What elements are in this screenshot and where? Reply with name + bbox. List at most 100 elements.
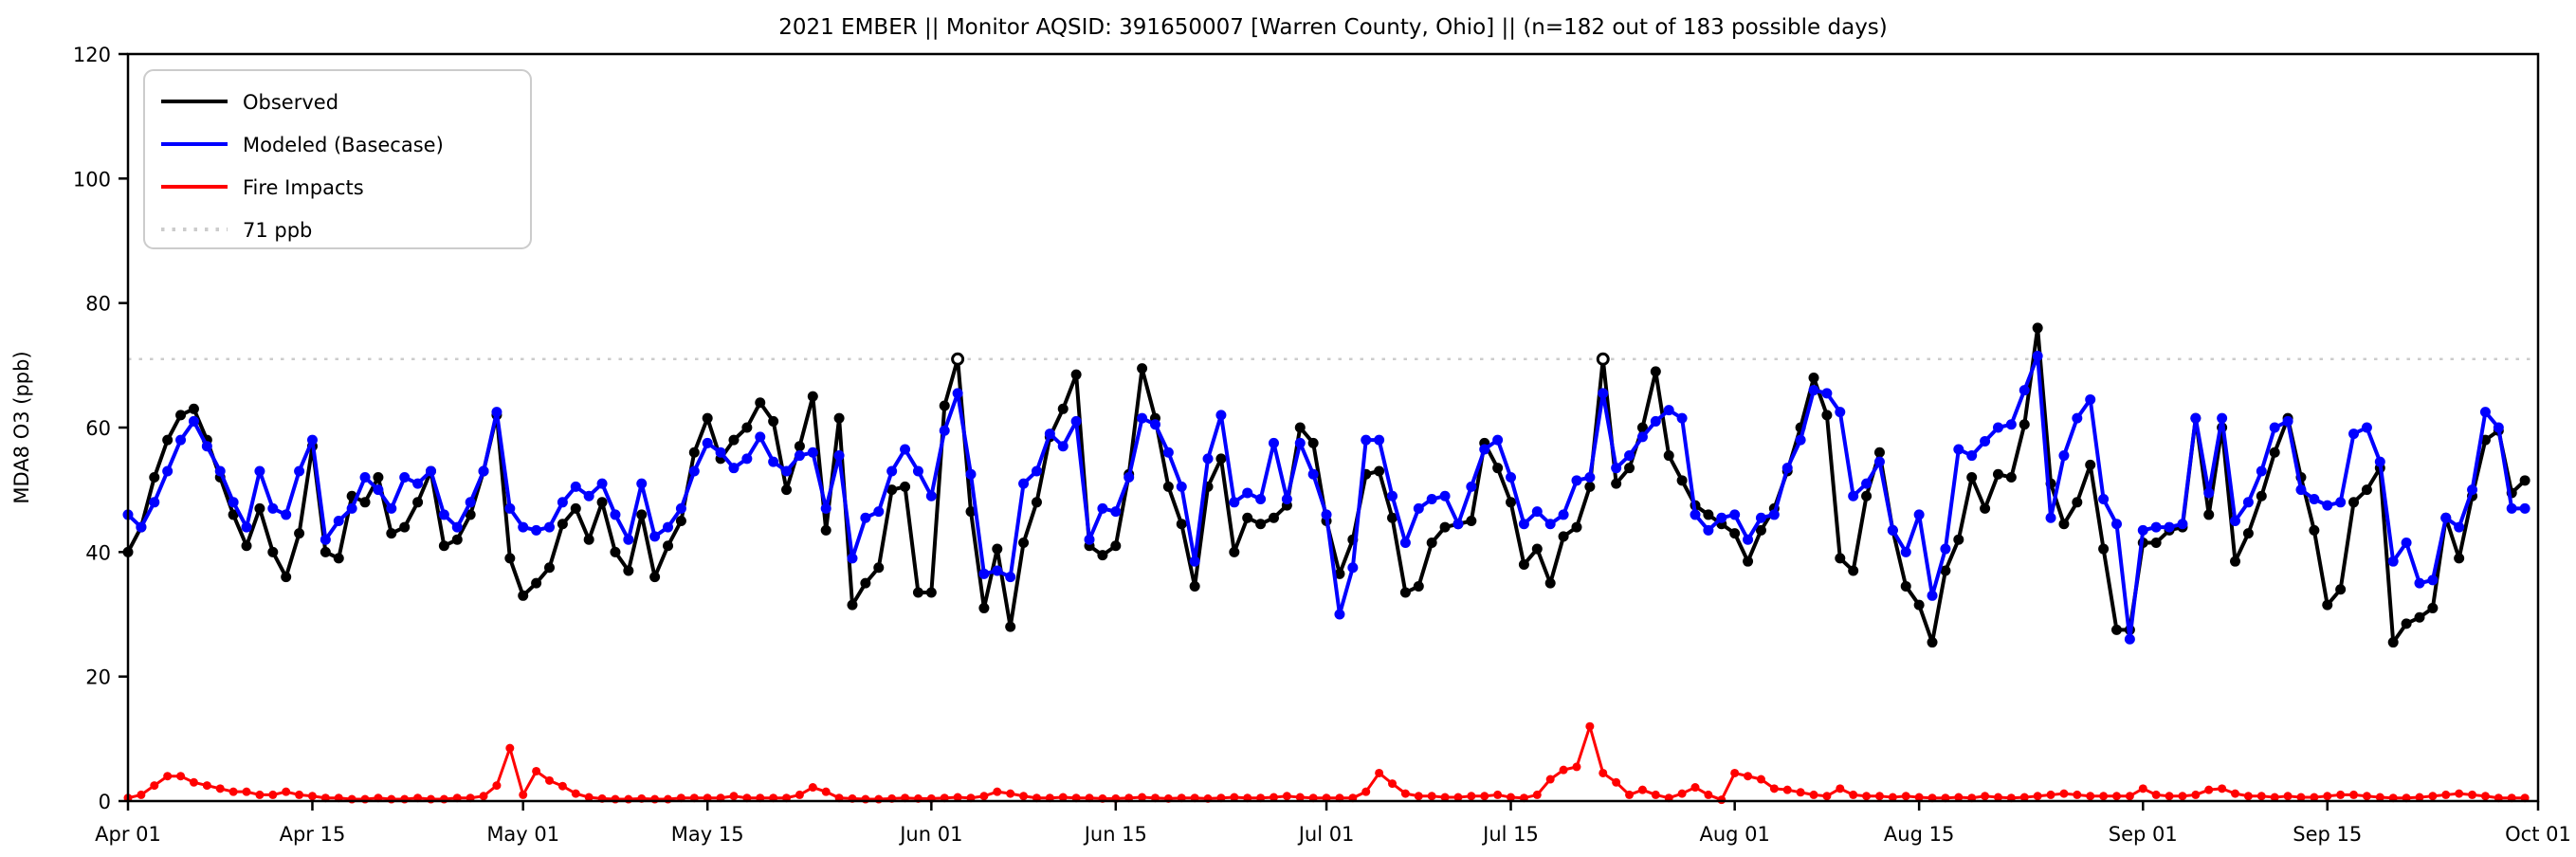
modeled-basecase-marker xyxy=(2519,502,2530,514)
modeled-basecase-marker xyxy=(1676,412,1688,424)
modeled-basecase-marker xyxy=(241,521,252,533)
modeled-basecase-marker xyxy=(1110,506,1122,518)
observed-marker xyxy=(1835,553,1846,564)
modeled-basecase-marker xyxy=(2361,422,2372,433)
observed-marker xyxy=(1636,422,1648,433)
fire-impacts-marker xyxy=(202,781,211,791)
modeled-basecase-marker xyxy=(886,465,898,477)
fire-impacts-marker xyxy=(1993,793,2002,802)
modeled-basecase-marker xyxy=(807,447,818,458)
observed-marker xyxy=(1821,410,1833,421)
modeled-basecase-marker xyxy=(900,444,911,455)
observed-marker xyxy=(438,540,449,552)
observed-marker xyxy=(2335,584,2347,595)
x-tick-label: Apr 15 xyxy=(280,823,346,846)
modeled-basecase-marker xyxy=(1492,434,1504,446)
fire-impacts-marker xyxy=(2165,792,2174,801)
fire-impacts-marker xyxy=(1954,793,1964,802)
modeled-basecase-marker xyxy=(1808,385,1819,396)
fire-impacts-marker xyxy=(1690,783,1700,793)
modeled-basecase-marker xyxy=(1374,434,1385,446)
fire-impacts-marker xyxy=(1572,762,1581,772)
legend-label: Observed xyxy=(243,91,338,114)
fire-impacts-marker xyxy=(1414,792,1423,801)
modeled-basecase-marker xyxy=(583,490,594,501)
fire-impacts-marker xyxy=(1480,792,1489,801)
modeled-basecase-marker xyxy=(1781,463,1793,474)
observed-marker xyxy=(1070,369,1082,380)
observed-marker xyxy=(688,447,700,458)
modeled-basecase-marker xyxy=(2164,521,2175,533)
modeled-basecase-marker xyxy=(1413,502,1424,514)
x-tick-label: Jun 15 xyxy=(1083,823,1147,846)
fire-impacts-marker xyxy=(1361,787,1371,796)
modeled-basecase-marker xyxy=(2295,484,2307,496)
observed-marker xyxy=(241,540,252,552)
observed-marker xyxy=(1057,403,1069,414)
modeled-basecase-marker xyxy=(1466,481,1477,492)
observed-marker xyxy=(188,403,199,414)
fire-impacts-marker xyxy=(2046,790,2055,799)
observed-marker xyxy=(623,565,634,576)
observed-marker xyxy=(2085,459,2096,470)
observed-marker xyxy=(359,497,371,508)
x-tick-label: Sep 01 xyxy=(2109,823,2178,846)
modeled-basecase-marker xyxy=(2387,556,2399,567)
observed-open-marker xyxy=(1596,352,1610,366)
observed-marker xyxy=(702,412,713,424)
fire-impacts-marker xyxy=(584,793,594,802)
observed-marker xyxy=(1399,587,1411,598)
observed-marker xyxy=(2519,475,2530,486)
modeled-basecase-marker xyxy=(1531,506,1543,518)
observed-marker xyxy=(1544,577,1556,589)
modeled-basecase-marker xyxy=(2242,497,2254,508)
observed-marker xyxy=(965,506,977,518)
modeled-basecase-marker xyxy=(2454,521,2465,533)
modeled-basecase-marker xyxy=(2045,512,2056,523)
fire-impacts-marker xyxy=(1559,765,1568,775)
observed-marker xyxy=(2098,543,2110,555)
fire-impacts-marker xyxy=(255,790,265,799)
observed-marker xyxy=(939,400,950,411)
observed-marker xyxy=(978,602,990,613)
observed-marker xyxy=(1558,531,1569,542)
modeled-basecase-marker xyxy=(820,502,831,514)
modeled-basecase-marker xyxy=(2493,422,2504,433)
modeled-basecase-marker xyxy=(1162,447,1174,458)
y-tick-label: 120 xyxy=(73,44,111,66)
fire-impacts-marker xyxy=(1532,790,1542,799)
observed-marker xyxy=(333,553,344,564)
modeled-basecase-marker xyxy=(2348,428,2360,440)
observed-marker xyxy=(1966,472,1978,483)
fire-impacts-marker xyxy=(1704,790,1713,799)
fire-impacts-marker xyxy=(2415,793,2424,802)
observed-marker xyxy=(1980,502,1991,514)
modeled-basecase-marker xyxy=(1861,478,1873,489)
fire-impacts-marker xyxy=(2059,789,2069,798)
modeled-basecase-marker xyxy=(1137,412,1148,424)
modeled-basecase-marker xyxy=(2374,456,2385,467)
fire-impacts-marker xyxy=(1230,793,1239,802)
observed-marker xyxy=(1426,537,1437,548)
fire-impacts-marker xyxy=(1295,793,1305,802)
modeled-basecase-marker xyxy=(623,534,634,545)
modeled-basecase-marker xyxy=(1703,524,1714,536)
fire-impacts-marker xyxy=(1400,789,1410,798)
fire-impacts-marker xyxy=(993,787,1002,796)
modeled-basecase-marker xyxy=(1399,537,1411,548)
observed-marker xyxy=(2230,556,2241,567)
fire-impacts-marker xyxy=(1467,792,1476,801)
modeled-basecase-marker xyxy=(504,502,516,514)
fire-impacts-marker xyxy=(2073,790,2082,799)
observed-marker xyxy=(781,484,793,496)
fire-impacts-marker xyxy=(268,790,278,799)
modeled-basecase-marker xyxy=(2032,350,2043,361)
observed-marker xyxy=(267,546,279,557)
modeled-basecase-marker xyxy=(1873,456,1885,467)
modeled-basecase-marker xyxy=(386,502,397,514)
observed-marker xyxy=(373,472,384,483)
legend-label: 71 ppb xyxy=(243,219,312,242)
modeled-basecase-marker xyxy=(610,509,621,520)
observed-marker xyxy=(1676,475,1688,486)
